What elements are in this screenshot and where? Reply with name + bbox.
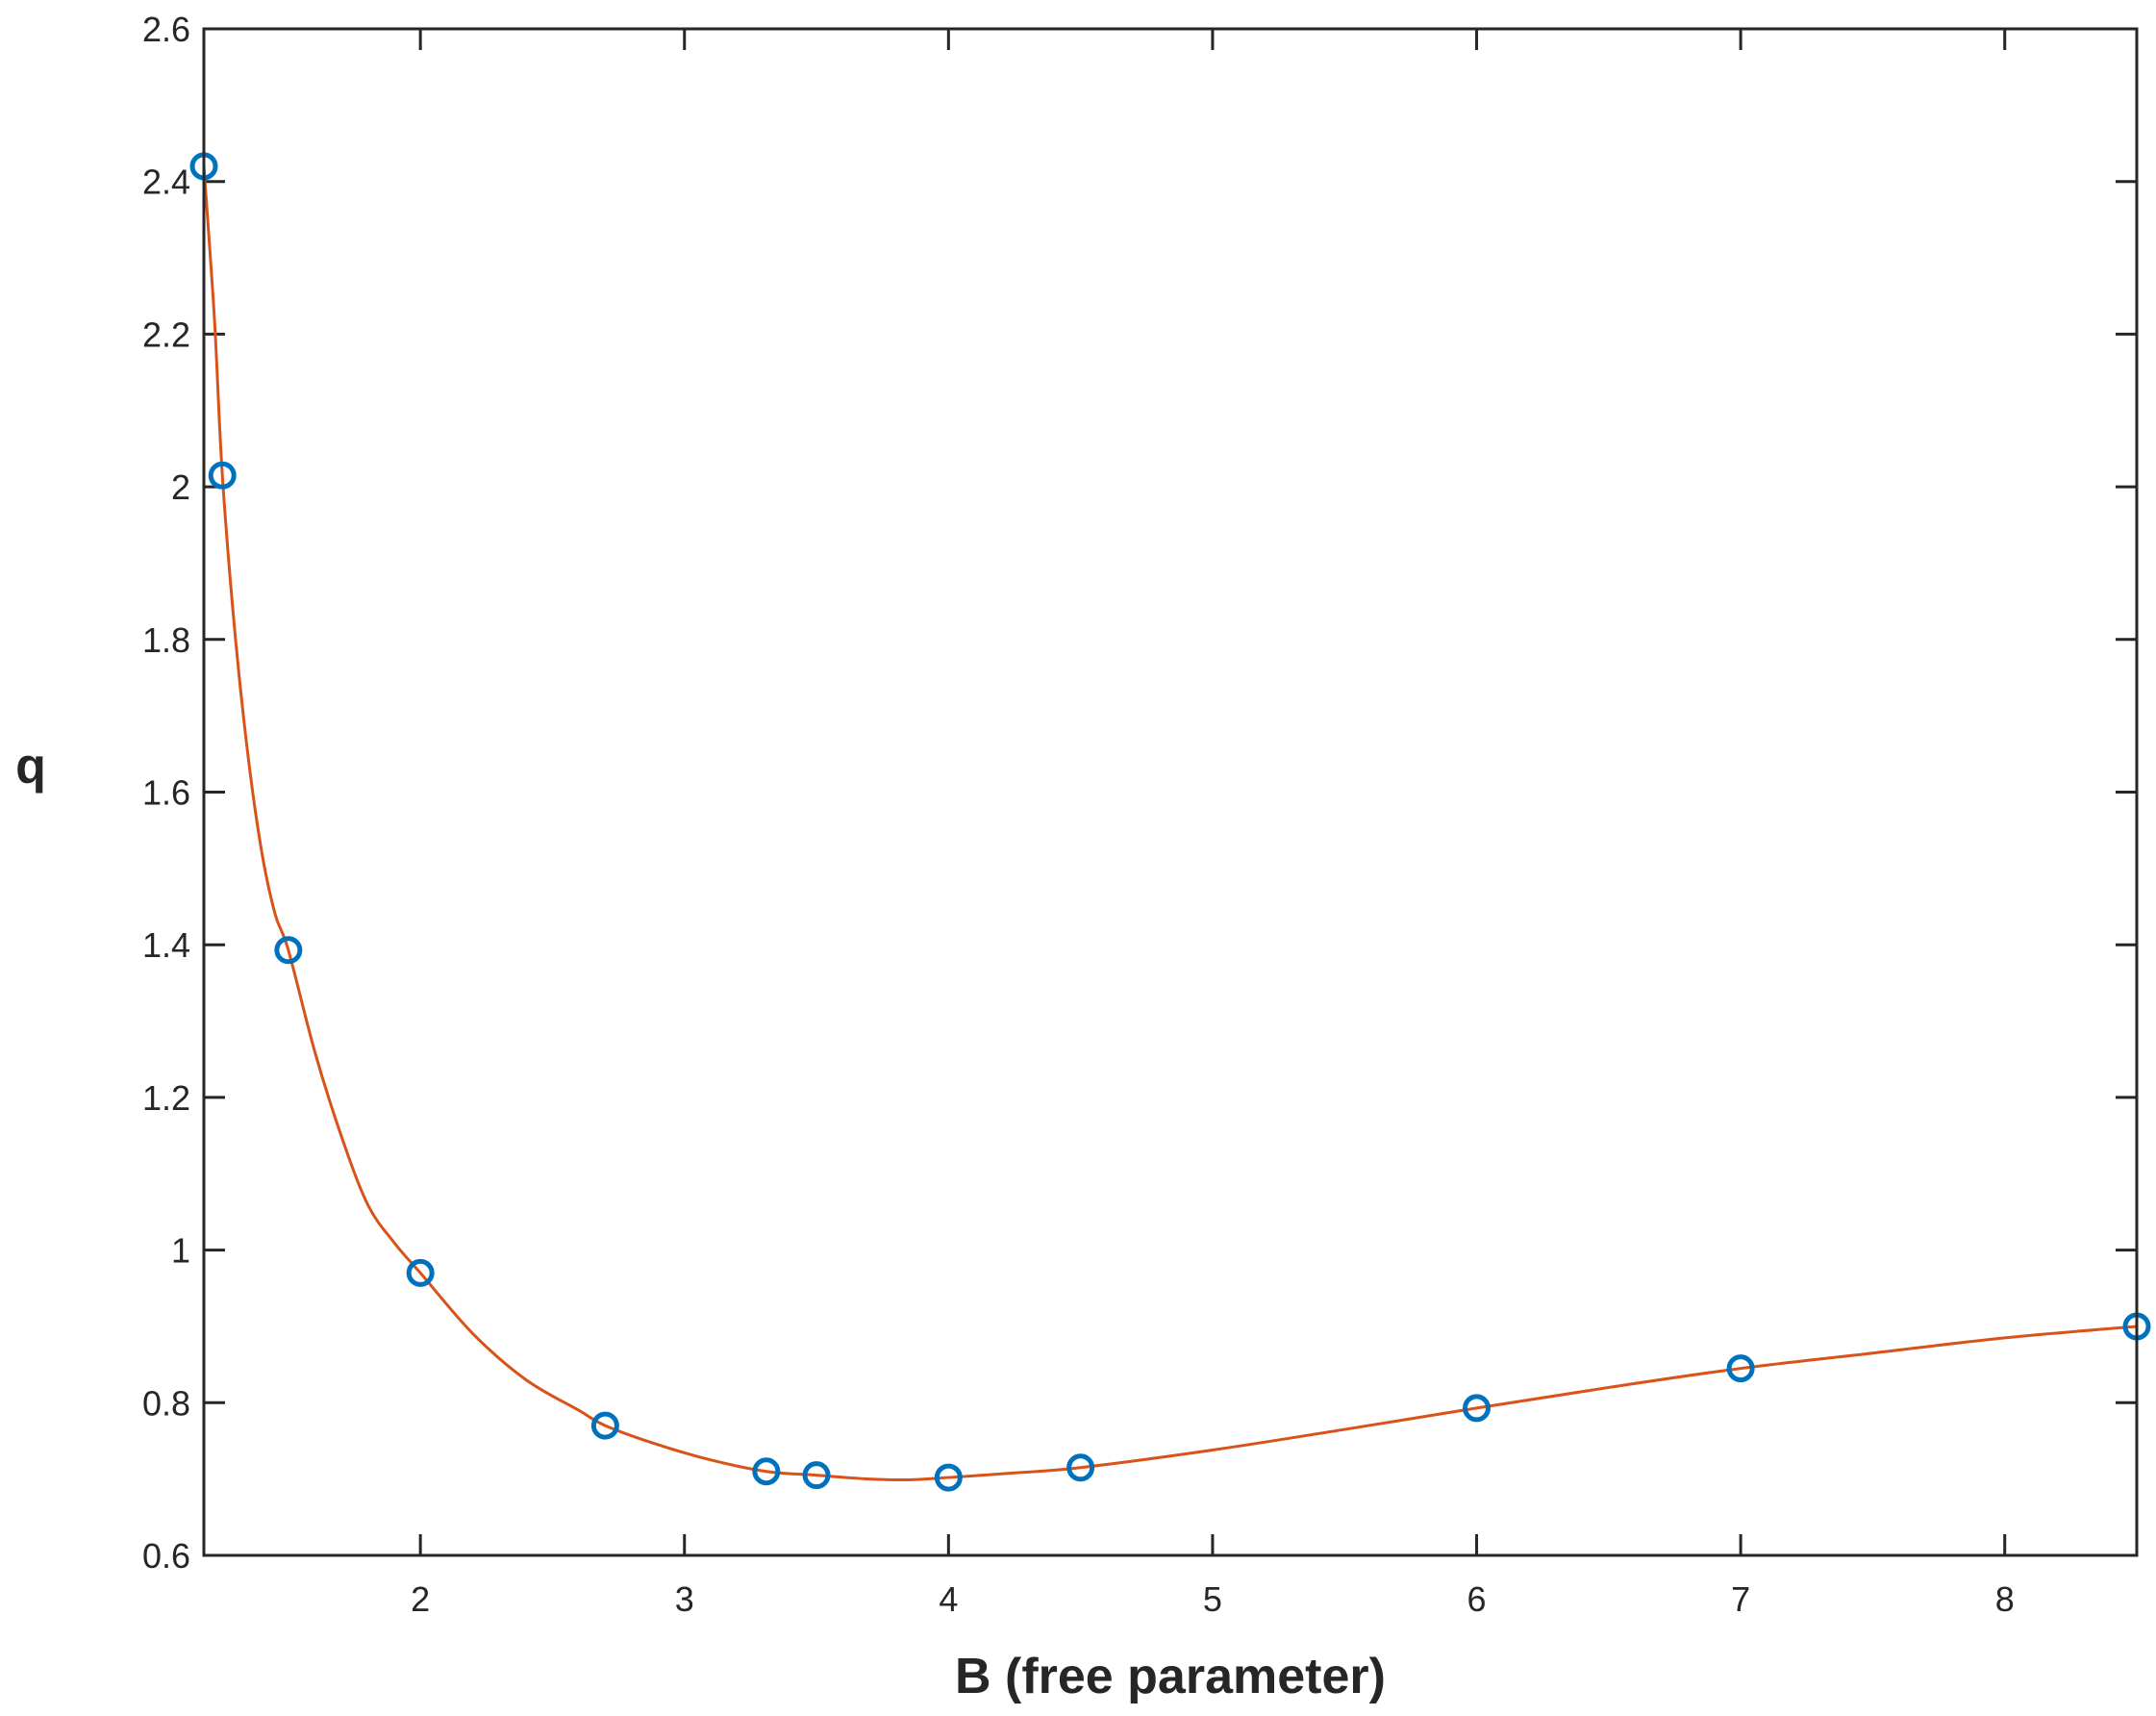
y-tick-label: 2 xyxy=(171,467,190,507)
data-point xyxy=(934,1463,963,1492)
data-point xyxy=(406,1258,435,1287)
x-axis: 2 3 4 5 6 7 8 xyxy=(411,29,2015,1619)
data-point xyxy=(274,936,303,965)
fit-curve xyxy=(202,165,2138,1482)
data-point xyxy=(1463,1394,1492,1423)
y-tick-label: 2.2 xyxy=(142,315,190,354)
x-tick-label: 8 xyxy=(1995,1579,2015,1619)
x-tick-label: 6 xyxy=(1467,1579,1487,1619)
data-point xyxy=(590,1411,619,1440)
x-tick-label: 4 xyxy=(939,1579,958,1619)
y-tick-label: 1 xyxy=(171,1231,190,1271)
plot-frame xyxy=(202,27,2139,1557)
data-point xyxy=(1066,1453,1095,1482)
x-tick-label: 2 xyxy=(411,1579,430,1619)
y-tick-label: 0.8 xyxy=(142,1383,190,1423)
data-point xyxy=(208,461,237,490)
y-tick-label: 1.8 xyxy=(142,620,190,660)
y-tick-label: 2.4 xyxy=(142,163,190,202)
plot-background xyxy=(204,29,2137,1555)
y-tick-label: 1.6 xyxy=(142,773,190,813)
x-axis-title: B (free parameter) xyxy=(955,1649,1386,1704)
x-tick-label: 5 xyxy=(1203,1579,1222,1619)
y-tick-label: 1.4 xyxy=(142,925,190,965)
x-tick-label: 3 xyxy=(675,1579,694,1619)
data-point xyxy=(1726,1354,1755,1383)
x-tick-label: 7 xyxy=(1731,1579,1750,1619)
y-tick-label: 0.6 xyxy=(142,1536,190,1576)
y-tick-label: 2.6 xyxy=(142,10,190,49)
y-axis-title: q xyxy=(15,739,46,795)
y-tick-label: 1.2 xyxy=(142,1078,190,1118)
data-point xyxy=(802,1461,831,1490)
data-point xyxy=(752,1457,781,1486)
